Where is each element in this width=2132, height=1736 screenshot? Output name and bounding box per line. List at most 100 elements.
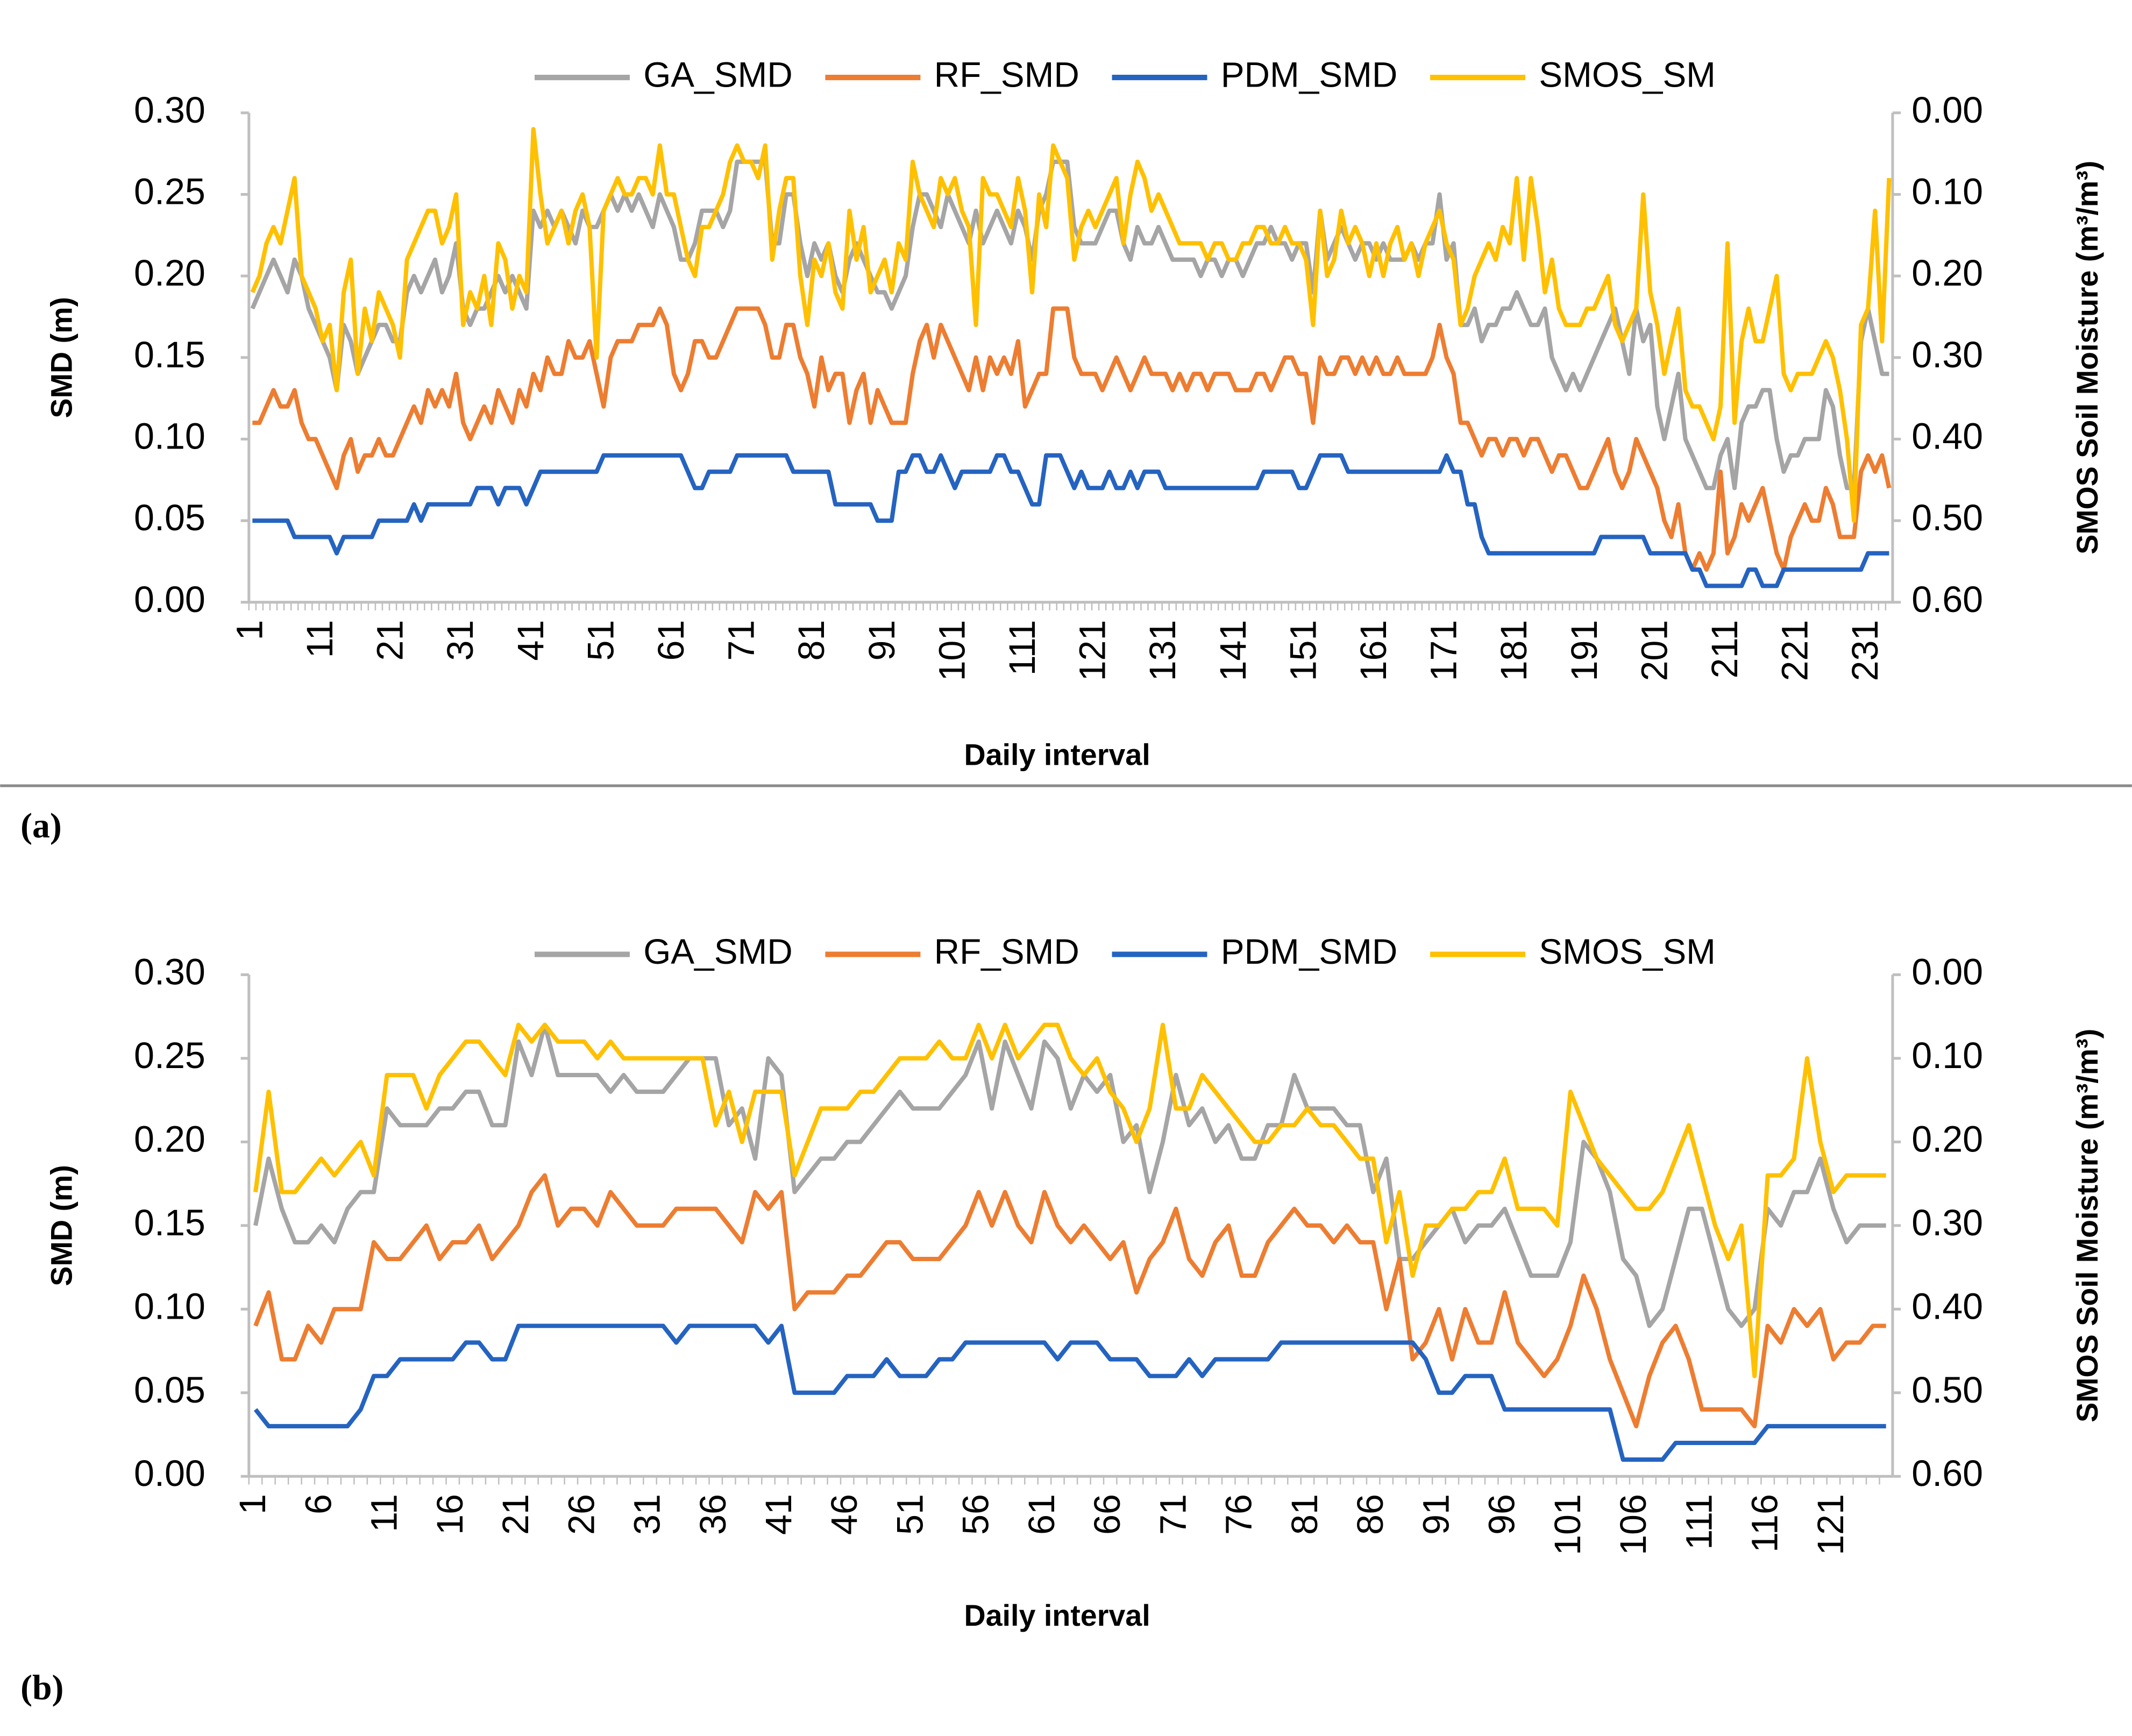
y-tick-label: 0.30 (134, 90, 205, 131)
y2-tick-label: 0.50 (1911, 1370, 1983, 1411)
x-tick-label: 141 (1213, 620, 1254, 681)
x-tick-label: 106 (1613, 1494, 1654, 1555)
x-tick-label: 1 (232, 1494, 273, 1514)
y-tick-label: 0.25 (134, 1035, 205, 1076)
x-tick-label: 171 (1424, 620, 1465, 681)
x-axis-title: Daily interval (964, 1599, 1150, 1632)
x-tick-label: 41 (758, 1494, 799, 1535)
y2-tick-label: 0.00 (1911, 90, 1983, 131)
x-tick-label: 101 (1547, 1494, 1588, 1555)
x-tick-label: 71 (1153, 1494, 1193, 1535)
x-tick-label: 161 (1353, 620, 1394, 681)
y2-tick-label: 0.20 (1911, 1119, 1983, 1159)
y2-tick-label: 0.60 (1911, 1453, 1983, 1494)
x-tick-label: 116 (1745, 1494, 1786, 1553)
y-axis-title: SMD (m) (45, 297, 79, 418)
x-tick-label: 91 (862, 620, 902, 661)
x-tick-label: 11 (300, 620, 340, 658)
y2-tick-label: 0.00 (1911, 951, 1983, 992)
y2-axis-title: SMOS Soil Moisture (m³/m³) (2071, 161, 2104, 554)
x-tick-label: 76 (1219, 1494, 1260, 1535)
series-line (253, 1324, 1886, 1462)
y2-axis-title: SMOS Soil Moisture (m³/m³) (2071, 1029, 2104, 1422)
y-tick-label: 0.20 (134, 1119, 205, 1159)
y2-tick-label: 0.10 (1911, 1035, 1983, 1076)
panel-label: (a) (20, 806, 62, 845)
x-tick-label: 56 (956, 1494, 997, 1535)
series-line (253, 1022, 1886, 1378)
x-tick-label: 21 (370, 620, 411, 661)
y-tick-label: 0.00 (134, 579, 205, 620)
x-axis-title: Daily interval (964, 738, 1150, 772)
x-tick-label: 41 (510, 620, 551, 661)
legend-label: SMOS_SM (1539, 932, 1716, 971)
x-tick-label: 26 (561, 1494, 602, 1535)
series-line (252, 453, 1889, 588)
x-tick-label: 11 (364, 1494, 405, 1532)
x-tick-label: 111 (1679, 1494, 1719, 1550)
y2-tick-label: 0.20 (1911, 253, 1983, 294)
y-tick-label: 0.25 (134, 172, 205, 212)
y-tick-label: 0.20 (134, 253, 205, 294)
x-tick-label: 201 (1634, 620, 1675, 681)
legend-label: RF_SMD (934, 55, 1079, 94)
y-tick-label: 0.00 (134, 1453, 205, 1494)
x-tick-label: 96 (1482, 1494, 1523, 1535)
y-tick-label: 0.05 (134, 1370, 205, 1411)
y2-tick-label: 0.50 (1911, 497, 1983, 538)
series-line (252, 306, 1892, 572)
x-tick-label: 211 (1704, 620, 1745, 679)
y2-tick-label: 0.30 (1911, 335, 1983, 375)
x-tick-label: 151 (1283, 620, 1324, 681)
x-tick-label: 131 (1142, 620, 1183, 681)
series-line (253, 1022, 1886, 1328)
x-tick-label: 51 (580, 620, 621, 661)
y-tick-label: 0.15 (134, 335, 205, 375)
y2-tick-label: 0.40 (1911, 416, 1983, 457)
x-tick-label: 181 (1494, 620, 1534, 681)
legend-label: PDM_SMD (1221, 55, 1398, 94)
x-tick-label: 16 (430, 1494, 471, 1535)
y2-tick-label: 0.30 (1911, 1203, 1983, 1243)
y2-tick-label: 0.10 (1911, 172, 1983, 212)
legend-label: GA_SMD (643, 932, 793, 971)
x-tick-label: 31 (627, 1494, 668, 1535)
legend-label: RF_SMD (934, 932, 1079, 971)
x-tick-label: 221 (1775, 620, 1816, 681)
x-tick-label: 31 (440, 620, 481, 661)
x-tick-label: 36 (693, 1494, 734, 1535)
x-tick-label: 61 (651, 620, 692, 661)
y-tick-label: 0.10 (134, 416, 205, 457)
x-tick-label: 86 (1350, 1494, 1391, 1535)
x-tick-label: 1 (229, 620, 270, 641)
panel-label: (b) (20, 1668, 63, 1707)
y2-tick-label: 0.60 (1911, 579, 1983, 620)
x-tick-label: 71 (721, 620, 762, 661)
y-axis-title: SMD (m) (45, 1165, 79, 1286)
y-tick-label: 0.05 (134, 497, 205, 538)
x-tick-label: 81 (1284, 1494, 1325, 1535)
x-tick-label: 81 (791, 620, 832, 661)
x-tick-label: 51 (890, 1494, 930, 1535)
x-tick-label: 191 (1564, 620, 1605, 681)
series-line (250, 127, 1892, 523)
series-line (253, 1173, 1886, 1428)
x-tick-label: 91 (1416, 1494, 1456, 1535)
x-tick-label: 46 (824, 1494, 865, 1535)
x-tick-label: 21 (495, 1494, 536, 1535)
x-tick-label: 61 (1021, 1494, 1062, 1535)
x-tick-label: 231 (1845, 620, 1886, 681)
y-tick-label: 0.30 (134, 951, 205, 992)
x-tick-label: 66 (1087, 1494, 1128, 1535)
legend-label: GA_SMD (643, 55, 793, 94)
x-tick-label: 6 (298, 1494, 339, 1514)
legend-label: SMOS_SM (1539, 55, 1716, 94)
y2-tick-label: 0.40 (1911, 1286, 1983, 1327)
x-tick-label: 111 (1002, 620, 1043, 676)
y-tick-label: 0.10 (134, 1286, 205, 1327)
legend-label: PDM_SMD (1221, 932, 1398, 971)
x-tick-label: 121 (1072, 620, 1113, 681)
x-tick-label: 101 (932, 620, 972, 681)
y-tick-label: 0.15 (134, 1203, 205, 1243)
